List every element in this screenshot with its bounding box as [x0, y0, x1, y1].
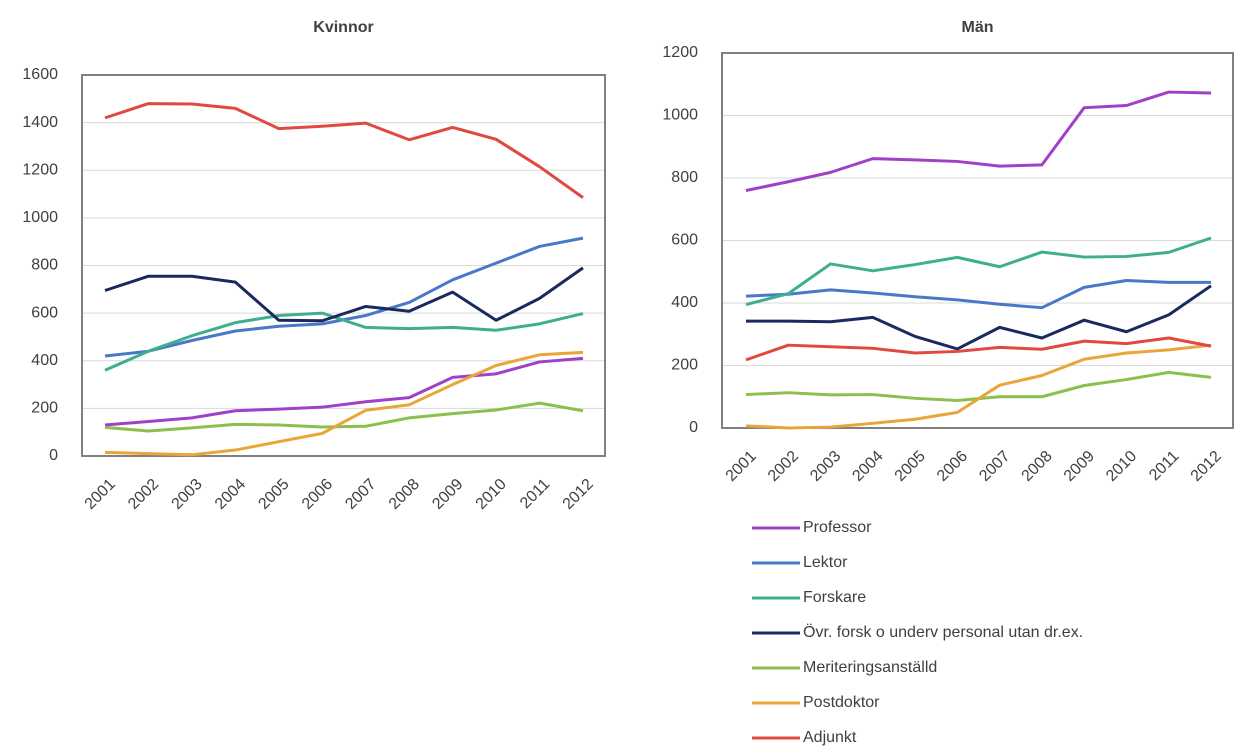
y-tick-label: 800: [31, 257, 58, 274]
y-tick-label: 1000: [662, 107, 698, 124]
y-tick-label: 1200: [662, 44, 698, 61]
x-tick-label: 2007: [342, 476, 379, 513]
series-line: [104, 350, 584, 457]
y-tick-label: 600: [671, 232, 698, 249]
series-line: [104, 356, 584, 427]
x-tick-label: 2003: [169, 476, 206, 513]
x-tick-label: 2004: [212, 476, 249, 513]
x-tick-label: 2004: [849, 448, 886, 485]
x-tick-label: 2002: [125, 476, 162, 513]
y-tick-label: 1600: [22, 66, 58, 83]
x-tick-label: 2011: [517, 476, 553, 512]
chart-title: Män: [962, 19, 994, 36]
x-tick-label: 2006: [299, 476, 336, 513]
series-line: [104, 311, 584, 372]
x-tick-label: 2005: [892, 448, 929, 485]
x-tick-label: 2011: [1146, 448, 1182, 484]
series-line: [745, 90, 1212, 192]
legend-label: Meriteringsanställd: [803, 659, 937, 676]
series-line: [745, 370, 1212, 402]
y-tick-label: 400: [31, 352, 58, 369]
x-tick-label: 2005: [255, 476, 292, 513]
series-line: [746, 284, 1212, 351]
x-tick-label: 2002: [765, 448, 802, 485]
x-tick-label: 2001: [723, 448, 760, 485]
x-tick-label: 2008: [1019, 448, 1056, 485]
plot-border: [81, 74, 606, 457]
series-line: [745, 236, 1212, 307]
x-tick-label: 2012: [560, 476, 597, 513]
chart-title: Kvinnor: [313, 19, 373, 36]
x-tick-label: 2001: [82, 476, 119, 513]
x-tick-label: 2010: [1103, 448, 1140, 485]
legend-label: Forskare: [803, 589, 866, 606]
x-tick-label: 2009: [1061, 448, 1098, 485]
x-tick-label: 2006: [934, 448, 971, 485]
y-tick-label: 1400: [22, 114, 58, 131]
x-tick-label: 2003: [807, 448, 844, 485]
y-tick-label: 400: [671, 294, 698, 311]
plot-border: [721, 52, 1234, 429]
x-tick-label: 2007: [976, 448, 1013, 485]
legend-label: Professor: [803, 519, 872, 536]
y-tick-label: 200: [31, 400, 58, 417]
series-line: [745, 279, 1211, 310]
series-line: [104, 266, 584, 323]
legend-label: Adjunkt: [803, 729, 857, 746]
series-line: [745, 343, 1212, 430]
series-line: [104, 236, 584, 358]
y-tick-label: 0: [689, 419, 698, 436]
series-line: [745, 336, 1212, 362]
y-tick-label: 200: [671, 357, 698, 374]
legend-label: Övr. forsk o underv personal utan dr.ex.: [803, 623, 1083, 641]
y-tick-label: 1200: [22, 161, 58, 178]
x-tick-label: 2012: [1188, 448, 1225, 485]
series-line: [104, 102, 584, 199]
y-tick-label: 800: [671, 169, 698, 186]
y-tick-label: 0: [49, 447, 58, 464]
x-tick-label: 2009: [429, 476, 466, 513]
x-tick-label: 2008: [386, 476, 423, 513]
legend-label: Lektor: [803, 554, 848, 571]
series-line: [104, 401, 584, 433]
y-tick-label: 600: [31, 304, 58, 321]
x-tick-label: 2010: [473, 476, 510, 513]
legend-label: Postdoktor: [803, 694, 880, 711]
y-tick-label: 1000: [22, 209, 58, 226]
